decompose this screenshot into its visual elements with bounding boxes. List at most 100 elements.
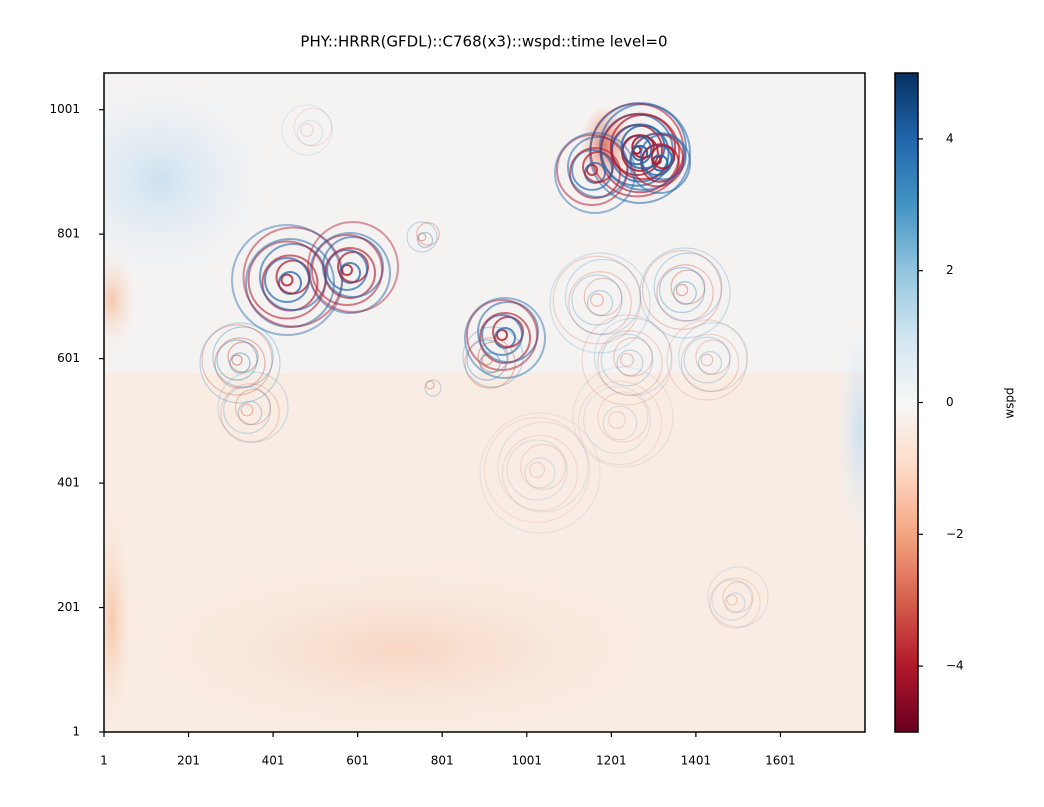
wave-ring (479, 352, 501, 374)
field-blob (140, 560, 660, 732)
field-blob (104, 73, 280, 290)
wave-ring (590, 293, 604, 307)
wave-ring (501, 434, 579, 512)
wave-ring (680, 333, 740, 393)
wave-ring (309, 232, 391, 314)
wave-ring (326, 249, 368, 291)
wave-ring (479, 312, 531, 364)
wave-ring (201, 324, 273, 396)
wave-ring (216, 339, 258, 381)
x-tick-label: 1601 (765, 754, 796, 768)
wave-ring (639, 247, 731, 339)
wave-ring (462, 326, 524, 388)
wave-ring (583, 386, 651, 454)
wave-ring (656, 264, 714, 322)
wave-ring (582, 151, 614, 183)
wave-ring (281, 104, 333, 156)
wave-ring (572, 366, 674, 468)
wave-ring (307, 221, 399, 313)
x-tick-label: 1 (100, 754, 108, 768)
wave-ring (597, 391, 649, 443)
wave-ring (697, 350, 723, 376)
wave-ring (280, 273, 294, 287)
plot-frame (103, 72, 866, 733)
colorbar-tick-label: −4 (946, 659, 964, 673)
wave-ring (229, 352, 251, 374)
wave-ring (234, 388, 272, 426)
x-tick-label: 201 (177, 754, 200, 768)
wave-ring (464, 337, 516, 389)
wave-ring (214, 337, 266, 389)
x-tick-label: 601 (346, 754, 369, 768)
wave-ring (322, 236, 384, 298)
wave-ring (653, 252, 723, 322)
field-blob (104, 250, 137, 350)
wave-ring (466, 339, 508, 381)
wave-ring (341, 264, 353, 276)
wave-ring (613, 337, 653, 377)
wave-ring (581, 314, 673, 406)
colorbar-tick-label: 0 (946, 395, 954, 409)
wave-ring (583, 277, 623, 317)
wave-ring (425, 380, 435, 390)
wave-ring (337, 251, 369, 283)
wave-ring (524, 457, 556, 489)
wave-ring (722, 581, 754, 613)
wave-ring (577, 380, 663, 466)
wave-ring (711, 579, 753, 621)
wave-ring (324, 247, 376, 299)
wave-ring (678, 322, 748, 392)
wave-ring (223, 386, 271, 434)
x-tick-label: 1201 (596, 754, 627, 768)
wave-ring (220, 383, 280, 443)
wave-ring (589, 102, 691, 204)
wave-ring (464, 297, 546, 379)
colorbar-label: wspd (1003, 387, 1017, 418)
wave-ring (600, 333, 654, 387)
wave-ring (293, 107, 333, 147)
wave-ring (707, 566, 769, 628)
wave-ring (683, 336, 731, 384)
wave-ring (424, 379, 442, 397)
wave-ring (571, 274, 623, 326)
wave-ring (311, 234, 383, 306)
wave-ring (616, 349, 644, 377)
wave-ring (593, 317, 673, 397)
colorbar-tick-label: −2 (946, 527, 964, 541)
wave-ring (602, 405, 638, 441)
wave-ring (245, 238, 335, 328)
wave-ring (237, 400, 263, 426)
wave-ring (483, 416, 591, 524)
wave-ring (642, 250, 722, 330)
wave-ring (477, 341, 509, 373)
wave-ring (417, 232, 427, 242)
wave-ring (571, 149, 613, 191)
wave-ring (608, 411, 626, 429)
wave-ring (496, 329, 508, 341)
wave-ring (481, 354, 493, 366)
wave-ring (675, 283, 689, 297)
wave-ring (586, 289, 614, 317)
wave-ring (416, 222, 440, 246)
wave-ring (199, 322, 281, 404)
wave-ring (726, 594, 738, 606)
wave-ring (629, 132, 691, 194)
wave-ring (569, 147, 621, 199)
wave-ring (212, 326, 274, 388)
wave-ring (466, 299, 538, 371)
y-tick-label: 201 (57, 600, 80, 614)
wave-ring (567, 136, 629, 198)
wave-ring (695, 339, 731, 375)
wave-ring (528, 461, 546, 479)
y-tick-label: 801 (57, 227, 80, 241)
heatmap-field (104, 73, 865, 732)
chart-title: PHY::HRRR(GFDL)::C768(x3)::wspd::time le… (300, 33, 667, 51)
wave-ring (554, 132, 636, 214)
y-tick-label: 1001 (49, 102, 80, 116)
wave-ring (477, 301, 539, 363)
wave-ring (673, 281, 697, 305)
colorbar-tick-label: 2 (946, 263, 954, 277)
wave-ring (227, 341, 259, 373)
wave-ring (568, 271, 632, 335)
wave-ring (300, 123, 314, 137)
